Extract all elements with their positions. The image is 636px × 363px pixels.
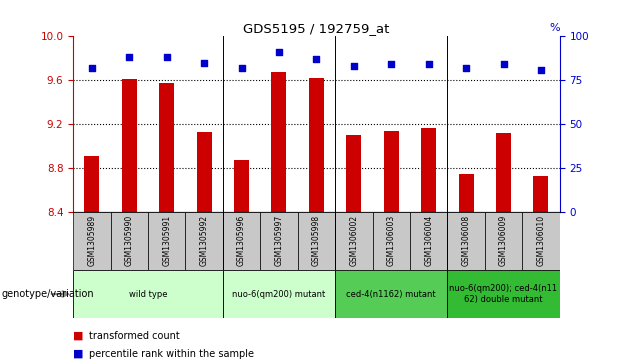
Point xyxy=(312,56,321,62)
Text: nuo-6(qm200) mutant: nuo-6(qm200) mutant xyxy=(232,290,326,298)
Text: transformed count: transformed count xyxy=(89,331,180,341)
Text: GSM1306003: GSM1306003 xyxy=(387,215,396,266)
Point xyxy=(536,67,546,73)
Text: nuo-6(qm200); ced-4(n11
62) double mutant: nuo-6(qm200); ced-4(n11 62) double mutan… xyxy=(450,284,558,304)
Bar xyxy=(485,212,522,270)
Bar xyxy=(260,212,298,270)
Text: ced-4(n1162) mutant: ced-4(n1162) mutant xyxy=(347,290,436,298)
Bar xyxy=(122,79,137,212)
Point xyxy=(86,65,97,71)
Text: GSM1305997: GSM1305997 xyxy=(275,215,284,266)
Bar xyxy=(111,212,148,270)
Bar xyxy=(459,174,474,212)
Bar xyxy=(148,212,186,270)
Bar xyxy=(410,212,447,270)
Bar xyxy=(234,159,249,212)
Text: GSM1305991: GSM1305991 xyxy=(162,215,171,266)
Bar xyxy=(159,82,174,212)
Point xyxy=(461,65,471,71)
Text: GSM1305990: GSM1305990 xyxy=(125,215,134,266)
Text: GSM1305989: GSM1305989 xyxy=(87,215,96,266)
Text: GSM1305996: GSM1305996 xyxy=(237,215,246,266)
Bar xyxy=(496,133,511,212)
Point xyxy=(162,54,172,60)
Bar xyxy=(447,212,485,270)
Bar xyxy=(421,128,436,212)
Point xyxy=(274,49,284,55)
Point xyxy=(124,54,134,60)
Point xyxy=(499,62,509,68)
Text: ■: ■ xyxy=(73,331,84,341)
Text: GSM1305998: GSM1305998 xyxy=(312,215,321,266)
Bar xyxy=(335,270,447,318)
Text: GSM1305992: GSM1305992 xyxy=(200,215,209,266)
Text: genotype/variation: genotype/variation xyxy=(1,289,94,299)
Text: wild type: wild type xyxy=(128,290,167,298)
Bar xyxy=(73,270,223,318)
Text: %: % xyxy=(549,23,560,33)
Bar xyxy=(309,78,324,212)
Text: GSM1306010: GSM1306010 xyxy=(537,215,546,266)
Bar xyxy=(73,212,111,270)
Text: GSM1306009: GSM1306009 xyxy=(499,215,508,266)
Point xyxy=(349,63,359,69)
Bar xyxy=(223,212,260,270)
Point xyxy=(237,65,247,71)
Point xyxy=(424,62,434,68)
Bar xyxy=(522,212,560,270)
Bar xyxy=(186,212,223,270)
Bar xyxy=(223,270,335,318)
Bar xyxy=(298,212,335,270)
Bar xyxy=(384,131,399,212)
Bar xyxy=(347,135,361,212)
Bar xyxy=(534,176,548,212)
Bar xyxy=(85,156,99,212)
Text: GSM1306002: GSM1306002 xyxy=(349,215,358,266)
Text: GSM1306004: GSM1306004 xyxy=(424,215,433,266)
Bar xyxy=(447,270,560,318)
Title: GDS5195 / 192759_at: GDS5195 / 192759_at xyxy=(243,22,390,35)
Point xyxy=(386,62,396,68)
Text: GSM1306008: GSM1306008 xyxy=(462,215,471,266)
Bar xyxy=(335,212,373,270)
Bar xyxy=(197,132,212,212)
Bar xyxy=(373,212,410,270)
Bar xyxy=(272,72,286,212)
Point xyxy=(199,60,209,66)
Text: ■: ■ xyxy=(73,349,84,359)
Text: percentile rank within the sample: percentile rank within the sample xyxy=(89,349,254,359)
